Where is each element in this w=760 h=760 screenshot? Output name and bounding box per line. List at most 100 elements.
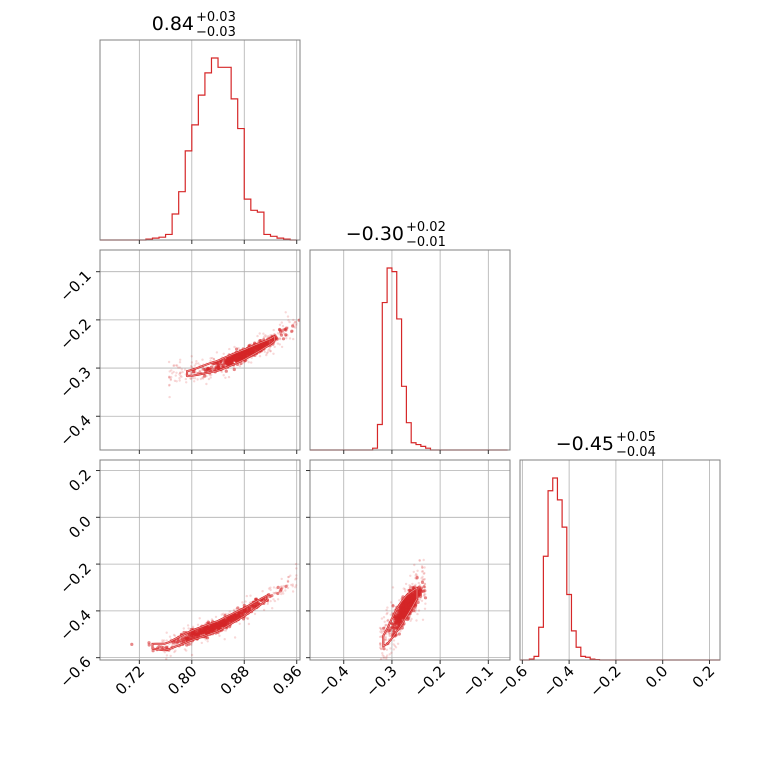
scatter-point bbox=[422, 578, 425, 582]
scatter-point bbox=[174, 374, 177, 377]
scatter-point bbox=[232, 367, 236, 372]
scatter-point bbox=[168, 395, 171, 399]
scatter-point bbox=[392, 643, 395, 646]
scatter-point bbox=[388, 634, 391, 638]
scatter-point bbox=[201, 358, 204, 361]
y-tick-label: −0.1 bbox=[56, 267, 94, 305]
scatter-point bbox=[272, 598, 275, 601]
param-title-1: −0.30 bbox=[346, 223, 404, 245]
scatter-point bbox=[170, 375, 173, 379]
scatter-point bbox=[225, 619, 229, 623]
scatter-point bbox=[387, 618, 390, 622]
scatter-point bbox=[244, 600, 247, 603]
scatter-point bbox=[250, 361, 253, 364]
scatter-point bbox=[401, 603, 405, 608]
scatter-point bbox=[163, 651, 166, 654]
scatter-point bbox=[247, 361, 250, 364]
scatter-point bbox=[180, 637, 184, 641]
scatter-point bbox=[417, 585, 421, 589]
scatter-point bbox=[258, 355, 262, 358]
scatter-point bbox=[240, 611, 244, 616]
scatter-point bbox=[216, 626, 220, 630]
scatter-point bbox=[420, 599, 424, 602]
scatter-point bbox=[380, 657, 383, 660]
scatter-point bbox=[211, 356, 214, 360]
scatter-point bbox=[262, 608, 266, 612]
scatter-point bbox=[264, 334, 267, 337]
scatter-point bbox=[286, 586, 290, 590]
scatter-point bbox=[273, 592, 276, 595]
scatter-point bbox=[388, 653, 391, 656]
scatter-point bbox=[392, 628, 396, 632]
scatter-point bbox=[193, 364, 196, 367]
scatter-point bbox=[233, 636, 237, 639]
scatter-point bbox=[170, 369, 173, 372]
scatter-point bbox=[248, 607, 252, 612]
scatter-point bbox=[411, 609, 415, 613]
scatter-point bbox=[281, 324, 285, 328]
scatter-panel-p1-vs-p0: −0.1 −0.2 −0.3 −0.4 bbox=[56, 249, 301, 454]
scatter-point bbox=[235, 347, 239, 351]
scatter-point bbox=[378, 635, 382, 639]
scatter-point bbox=[423, 572, 426, 575]
contour-highlight bbox=[186, 335, 275, 377]
scatter-point bbox=[388, 633, 391, 636]
scatter-point bbox=[386, 654, 389, 657]
scatter-point bbox=[384, 638, 387, 641]
scatter-point bbox=[272, 586, 276, 589]
scatter-point bbox=[174, 649, 177, 652]
scatter-point bbox=[227, 375, 231, 379]
scatter-point bbox=[380, 635, 383, 638]
scatter-point bbox=[385, 638, 388, 642]
scatter-point bbox=[392, 639, 396, 642]
scatter-point bbox=[381, 654, 384, 657]
scatter-point bbox=[286, 315, 290, 318]
scatter-point bbox=[394, 646, 398, 649]
scatter-point bbox=[161, 640, 164, 644]
scatter-point bbox=[380, 628, 383, 631]
scatter-point bbox=[241, 601, 244, 604]
scatter-point bbox=[258, 332, 261, 335]
scatter-point bbox=[423, 607, 427, 610]
x-tick-label: 0.88 bbox=[217, 662, 253, 698]
scatter-point bbox=[249, 601, 252, 604]
scatter-point bbox=[183, 648, 187, 651]
scatter-point bbox=[239, 361, 243, 366]
scatter-point bbox=[422, 572, 425, 575]
scatter-point bbox=[294, 562, 298, 566]
scatter-point bbox=[417, 581, 420, 585]
scatter-point bbox=[409, 602, 413, 607]
scatter-point bbox=[391, 604, 395, 608]
scatter-point bbox=[294, 320, 297, 324]
scatter-point bbox=[399, 613, 403, 618]
scatter-point bbox=[378, 626, 382, 630]
scatter-point bbox=[388, 628, 392, 632]
scatter-point bbox=[178, 361, 182, 364]
scatter-point bbox=[214, 615, 218, 619]
scatter-point bbox=[224, 376, 227, 379]
scatter-point bbox=[276, 591, 280, 596]
scatter-point bbox=[422, 558, 425, 562]
scatter-point bbox=[422, 593, 426, 596]
scatter-point bbox=[173, 650, 176, 654]
scatter-point bbox=[238, 354, 242, 358]
scatter-point bbox=[209, 359, 212, 363]
scatter-point bbox=[276, 585, 280, 590]
scatter-point bbox=[383, 620, 386, 623]
scatter-point bbox=[224, 361, 229, 365]
scatter-point bbox=[269, 599, 272, 603]
scatter-point bbox=[189, 370, 193, 374]
scatter-point bbox=[269, 588, 272, 592]
scatter-point bbox=[404, 590, 407, 593]
scatter-point bbox=[178, 366, 182, 369]
scatter-point bbox=[282, 584, 285, 588]
scatter-point bbox=[169, 378, 172, 382]
y-tick-label: −0.6 bbox=[56, 653, 94, 691]
scatter-point bbox=[245, 353, 249, 357]
scatter-point bbox=[198, 370, 201, 373]
scatter-point bbox=[281, 337, 286, 341]
scatter-point bbox=[169, 377, 172, 381]
scatter-point bbox=[266, 602, 269, 606]
scatter-point bbox=[242, 603, 246, 607]
y-tick-label: −0.2 bbox=[56, 559, 94, 597]
